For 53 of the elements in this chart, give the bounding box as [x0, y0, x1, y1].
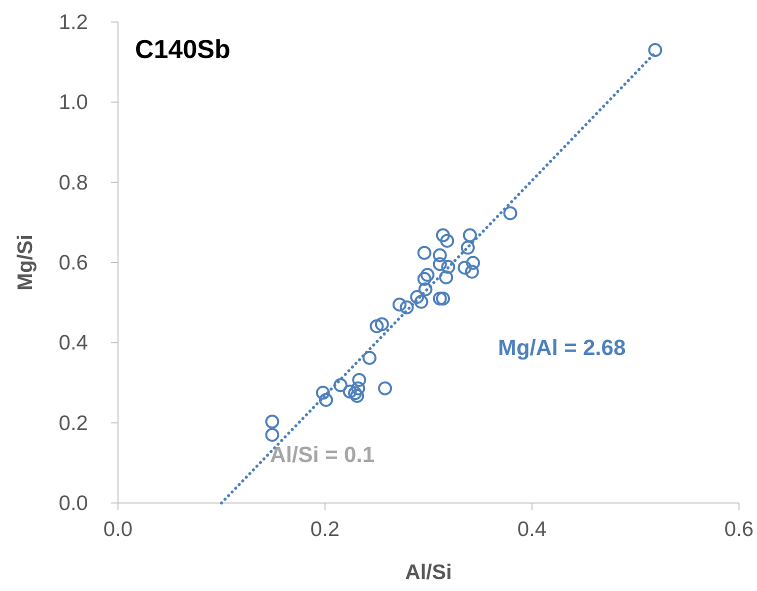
point [417, 272, 432, 286]
point [417, 246, 432, 260]
point [410, 290, 424, 304]
point [319, 392, 334, 407]
point [414, 294, 428, 309]
x-tick-label: 0.0 [103, 518, 133, 541]
y-tick-label: 0.2 [58, 412, 88, 435]
point [362, 350, 377, 365]
annotation: Mg/Al = 2.68 [498, 335, 626, 360]
point [458, 260, 472, 275]
y-tick-label: 1.0 [58, 91, 88, 114]
x-tick-label: 0.2 [310, 518, 340, 541]
point [440, 234, 454, 248]
point [462, 228, 477, 242]
point [348, 386, 362, 400]
point [400, 300, 414, 314]
point [441, 260, 456, 274]
point [316, 386, 330, 400]
point [342, 384, 357, 399]
point [392, 298, 407, 312]
point [350, 388, 364, 403]
point [351, 381, 366, 396]
x-tick-label: 0.4 [517, 518, 547, 541]
point [439, 270, 454, 284]
point [432, 248, 447, 262]
point [378, 381, 392, 396]
x-axis-title: Al/Si [405, 561, 452, 584]
point [352, 372, 366, 387]
text: C140Sb [135, 34, 230, 64]
y-tick-label: 0.8 [58, 171, 88, 194]
point [432, 257, 447, 272]
point [370, 319, 384, 334]
x-tick-label: 0.6 [724, 518, 754, 541]
point [436, 292, 450, 306]
point [460, 240, 475, 255]
y-tick-label: 0.4 [58, 332, 88, 355]
annotation: Al/Si = 0.1 [270, 442, 375, 467]
point [420, 268, 434, 282]
point [265, 428, 280, 442]
y-tick-label: 0.6 [58, 252, 88, 274]
point [436, 228, 450, 242]
y-tick-label: 1.2 [58, 11, 88, 34]
point [648, 43, 662, 58]
y-axis-title: Mg/Si [14, 234, 37, 290]
point [265, 414, 280, 429]
point [432, 292, 447, 306]
point [374, 317, 389, 332]
point [503, 206, 518, 220]
point [334, 378, 348, 392]
point [464, 264, 479, 279]
y-tick-label: 0.0 [58, 492, 88, 515]
point [418, 282, 432, 296]
point [466, 256, 480, 270]
